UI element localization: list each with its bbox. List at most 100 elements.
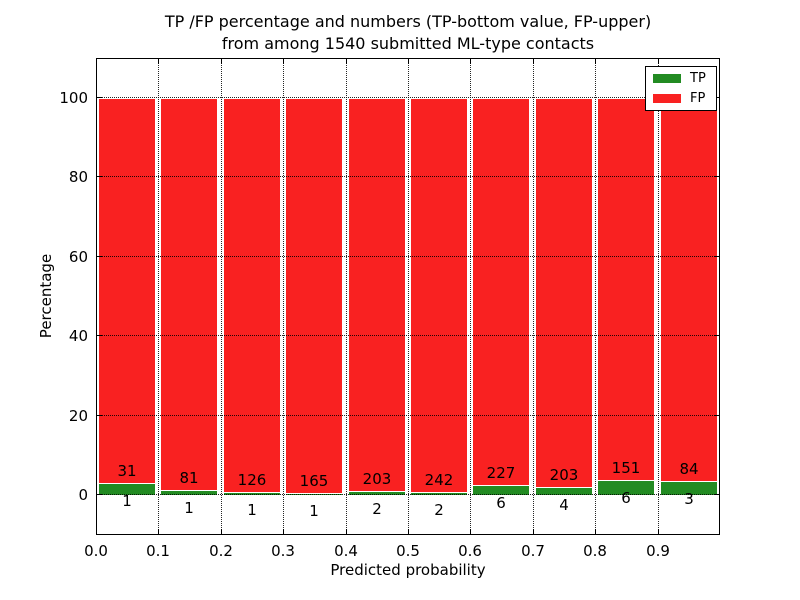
fp-count-label: 81 [179,469,199,488]
horizontal-gridline [97,97,719,98]
tp-count-label: 1 [309,501,319,520]
y-tick-label: 60 [68,248,88,266]
tp-bar-segment [348,491,406,496]
fp-count-label: 227 [486,463,516,482]
fp-count-label: 84 [679,460,699,479]
y-tick-mark [714,256,719,257]
fp-bar-segment [597,97,655,481]
x-tick-mark [158,59,159,64]
x-tick-mark [658,59,659,64]
vertical-gridline [283,59,284,534]
y-tick-label: 80 [68,168,88,186]
fp-count-label: 165 [299,471,329,490]
horizontal-gridline [97,176,719,177]
x-tick-label: 0.4 [334,542,358,560]
tp-bar-segment [160,490,218,496]
y-tick-label: 40 [68,327,88,345]
fp-count-label: 203 [549,466,579,485]
x-tick-mark [221,529,222,534]
fp-count-label: 203 [362,470,392,489]
y-tick-mark [714,494,719,495]
y-tick-mark [714,176,719,177]
grid-layer [97,59,719,534]
fp-bar-segment [472,97,530,486]
tp-legend-swatch-icon [653,74,681,83]
fp-bar-segment [410,97,468,493]
tp-count-label: 1 [184,499,194,518]
x-tick-label: 0.5 [396,542,420,560]
vertical-gridline [533,59,534,534]
horizontal-gridline [97,335,719,336]
horizontal-gridline [97,256,719,257]
plot-area: 31 1 81 1 126 1 165 1 203 2 242 2 227 6 203 4 151 6 84 3 TP… [96,58,720,535]
x-tick-mark [533,59,534,64]
fp-count-label: 126 [237,470,267,489]
y-tick-mark [97,97,102,98]
y-tick-mark [714,335,719,336]
vertical-gridline [658,59,659,534]
bars-layer [97,59,719,534]
tp-count-label: 6 [496,493,506,512]
tp-bar-segment [98,482,156,496]
horizontal-gridline [97,415,719,416]
x-tick-mark [221,59,222,64]
y-tick-mark [97,335,102,336]
tp-bar-segment [472,484,530,496]
legend-item-fp: FP [653,92,709,105]
x-tick-mark [408,59,409,64]
vertical-gridline [408,59,409,534]
fp-bar-segment [223,97,281,493]
fp-bar-segment [285,97,343,494]
tp-bar-segment [660,481,718,496]
fp-count-label: 31 [117,461,137,480]
x-tick-mark [595,529,596,534]
y-tick-mark [97,494,102,495]
count-labels-layer: 31 1 81 1 126 1 165 1 203 2 242 2 227 6 203 4 151 6 84 3 [97,59,719,534]
x-tick-mark [470,59,471,64]
tp-count-label: 2 [434,500,444,519]
x-tick-mark [595,59,596,64]
y-tick-mark [714,415,719,416]
tp-bar-segment [535,487,593,496]
fp-bar-segment [535,97,593,489]
fp-count-label: 242 [424,470,454,489]
fp-bar-segment [348,97,406,493]
vertical-gridline [346,59,347,534]
fp-bar-segment [98,97,156,484]
y-tick-mark [97,176,102,177]
x-tick-mark [658,529,659,534]
vertical-gridline [221,59,222,534]
y-tick-label: 100 [59,89,88,107]
x-tick-label: 0.1 [146,542,170,560]
x-tick-label: 0.3 [271,542,295,560]
y-tick-mark [97,256,102,257]
x-tick-label: 0.6 [458,542,482,560]
legend-label-fp: FP [690,91,706,106]
x-tick-mark [346,59,347,64]
tp-bar-segment [410,491,468,496]
x-axis-label: Predicted probability [330,561,486,579]
x-tick-mark [283,59,284,64]
chart-title-line1: TP /FP percentage and numbers (TP-bottom… [164,12,652,31]
y-tick-mark [97,415,102,416]
legend-item-tp: TP [653,72,709,85]
x-tick-mark [408,529,409,534]
tp-bar-segment [597,479,655,496]
x-tick-mark [283,529,284,534]
fp-legend-swatch-icon [653,94,681,103]
tp-count-label: 6 [621,488,631,507]
chart-title-line2: from among 1540 submitted ML-type contac… [221,34,595,53]
x-tick-mark [470,529,471,534]
ticks-layer [97,59,719,534]
x-tick-label: 0.8 [583,542,607,560]
x-tick-mark [346,529,347,534]
tp-count-label: 1 [247,500,257,519]
x-tick-label: 0.2 [209,542,233,560]
tp-bar-segment [223,491,281,496]
x-tick-label: 0.7 [521,542,545,560]
horizontal-gridline [97,494,719,495]
legend-label-tp: TP [690,71,706,86]
tp-count-label: 1 [122,491,132,510]
x-tick-mark [158,529,159,534]
fp-bar-segment [660,97,718,483]
